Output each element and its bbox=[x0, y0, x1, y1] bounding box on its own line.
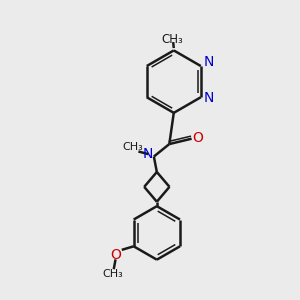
Text: CH₃: CH₃ bbox=[102, 269, 123, 279]
Text: N: N bbox=[204, 91, 214, 105]
Text: O: O bbox=[193, 130, 204, 145]
Text: CH₃: CH₃ bbox=[161, 33, 183, 46]
Text: CH₃: CH₃ bbox=[122, 142, 143, 152]
Text: N: N bbox=[142, 147, 152, 161]
Text: N: N bbox=[204, 56, 214, 70]
Text: O: O bbox=[110, 248, 121, 262]
